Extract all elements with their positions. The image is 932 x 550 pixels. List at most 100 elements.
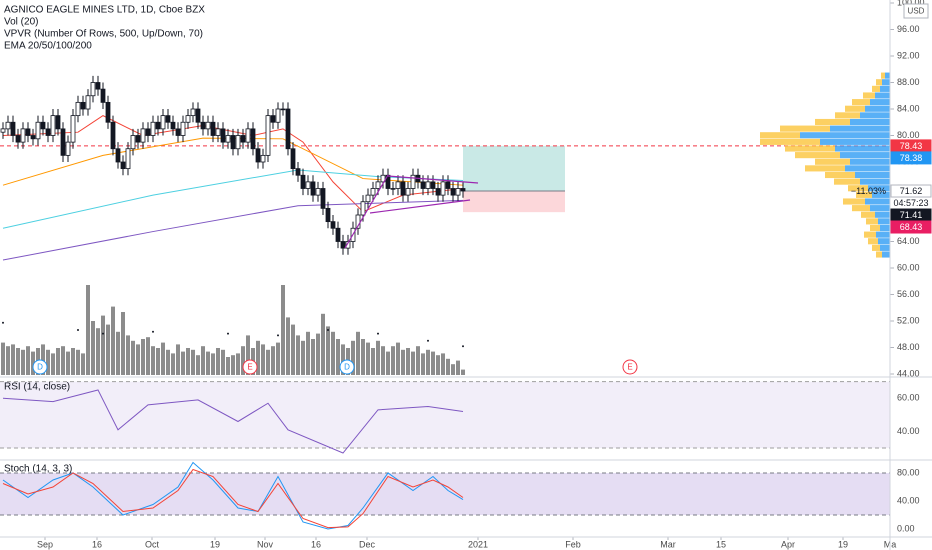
volume-bar <box>361 339 365 375</box>
vpvr-down <box>760 132 800 139</box>
currency: USD <box>908 7 925 16</box>
volume-bar <box>281 285 285 375</box>
candle-body <box>360 201 366 216</box>
candle-body <box>110 121 116 150</box>
volume-bar <box>331 331 335 375</box>
candle-body <box>315 188 321 196</box>
volume-ma-dot <box>2 321 4 324</box>
event-marker[interactable] <box>32 359 48 375</box>
candle-body <box>15 135 21 143</box>
candle-body <box>275 108 281 123</box>
volume-bar <box>96 328 100 375</box>
price-tag-label: 71.62 <box>900 186 923 196</box>
vpvr-up <box>872 191 890 198</box>
vpvr-up <box>882 79 890 86</box>
event-marker[interactable] <box>242 359 258 375</box>
volume-bar <box>226 357 230 375</box>
candle-body <box>425 181 431 189</box>
y-tick-label: 44.00 <box>897 368 920 378</box>
vpvr-down <box>864 231 876 238</box>
candle-body <box>400 181 406 196</box>
candle-body <box>215 128 221 136</box>
position-profit <box>463 145 565 192</box>
candle-body <box>140 128 146 143</box>
candle-body <box>165 115 171 123</box>
candle-body <box>135 135 141 143</box>
volume-bar <box>51 353 55 375</box>
volume-bar <box>26 346 30 375</box>
candle-body <box>250 128 256 150</box>
vpvr-up <box>840 152 890 159</box>
volume-bar <box>161 342 165 375</box>
candle-body <box>45 128 51 136</box>
candle-body <box>270 115 276 123</box>
candle-body <box>80 101 86 110</box>
vpvr-up <box>845 165 890 172</box>
volume-bar <box>171 353 175 375</box>
candle-body <box>125 148 131 170</box>
candle-body <box>0 128 6 133</box>
volume-bar <box>76 349 80 375</box>
candle-body <box>380 174 386 183</box>
vpvr-down <box>868 238 878 245</box>
y-tick-label: 96.00 <box>897 24 920 34</box>
vpvr-up <box>870 99 890 106</box>
candle-body <box>85 95 91 110</box>
vpvr-down <box>795 152 840 159</box>
vpvr-up <box>875 211 890 218</box>
candle-body <box>195 108 201 123</box>
volume-bar <box>451 364 455 375</box>
volume-bar <box>101 315 105 375</box>
volume-bar <box>41 344 45 375</box>
vpvr-up <box>880 224 890 232</box>
volume-bar <box>1 342 5 375</box>
stoch-band <box>0 472 890 516</box>
volume-bar <box>236 353 240 375</box>
volume-bar <box>406 348 410 375</box>
volume-bar <box>356 331 360 375</box>
volume-ma-dot <box>462 345 464 348</box>
vpvr-down <box>835 112 860 119</box>
price-tag-label: 78.38 <box>900 153 923 163</box>
vpvr-down <box>872 85 880 92</box>
volume-bar <box>411 351 415 375</box>
vpvr-up <box>800 132 890 139</box>
event-marker[interactable] <box>622 359 638 375</box>
vpvr-up <box>875 92 890 99</box>
x-tick-label: 16 <box>311 539 321 549</box>
candle-body <box>30 135 36 140</box>
volume-bar <box>11 344 15 375</box>
candle-body <box>395 181 401 189</box>
change-label: −11.03% <box>851 186 886 196</box>
volume-bar <box>461 369 465 375</box>
candle-body <box>445 181 451 189</box>
volume-bar <box>66 351 70 375</box>
currency-box[interactable] <box>903 3 929 19</box>
candle-body <box>255 148 261 163</box>
volume-bar <box>151 346 155 375</box>
candle-body <box>155 121 161 130</box>
candle-body <box>375 181 381 189</box>
event-label: D <box>344 363 350 372</box>
candle-body <box>90 82 96 97</box>
vpvr-down <box>815 118 850 126</box>
candle-body <box>205 121 211 130</box>
price-tag <box>890 184 932 198</box>
volume-bar <box>126 335 130 375</box>
volume-bar <box>386 351 390 375</box>
candle-body <box>115 148 121 163</box>
volume-bar <box>221 349 225 375</box>
x-tick-label: 19 <box>838 539 848 549</box>
volume-bar <box>116 331 120 375</box>
candle-body <box>235 135 241 150</box>
vpvr-up <box>850 158 890 165</box>
vpvr-down <box>845 105 865 112</box>
candle-body <box>150 121 156 136</box>
candle-body <box>260 154 266 163</box>
event-marker[interactable] <box>339 359 355 375</box>
candle-body <box>60 128 66 156</box>
candle-body <box>345 241 351 249</box>
volume-bar <box>146 337 150 375</box>
candle-body <box>230 135 236 150</box>
